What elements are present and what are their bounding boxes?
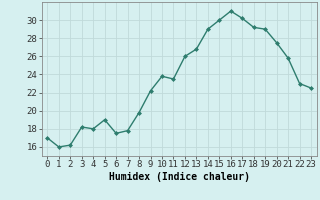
- X-axis label: Humidex (Indice chaleur): Humidex (Indice chaleur): [109, 172, 250, 182]
